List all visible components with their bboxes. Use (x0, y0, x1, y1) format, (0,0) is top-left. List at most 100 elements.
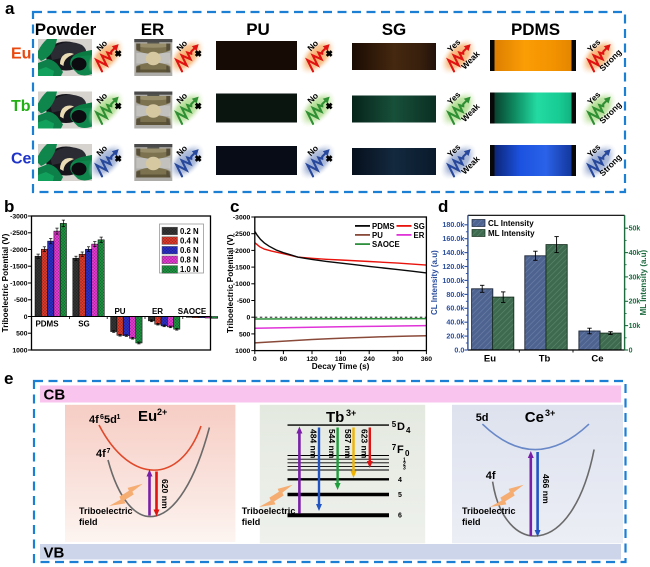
svg-text:field: field (79, 517, 98, 527)
svg-text:466 nm: 466 nm (541, 474, 551, 504)
svg-text:20.0k: 20.0k (446, 331, 464, 340)
svg-text:5: 5 (392, 420, 397, 429)
svg-text:-500: -500 (237, 298, 251, 305)
svg-text:Ce: Ce (525, 409, 544, 426)
svg-text:Triboelectric Potential (V): Triboelectric Potential (V) (1, 233, 10, 332)
svg-text:2: 2 (403, 462, 406, 468)
svg-text:e: e (4, 369, 13, 388)
svg-text:b: b (4, 197, 14, 216)
svg-text:Powder: Powder (35, 20, 97, 39)
svg-text:7: 7 (392, 443, 397, 452)
svg-text:40k: 40k (629, 250, 641, 257)
svg-text:3+: 3+ (545, 408, 555, 418)
svg-text:SG: SG (382, 20, 407, 39)
svg-text:0.0: 0.0 (454, 345, 464, 354)
svg-text:0.6 N: 0.6 N (180, 246, 199, 255)
svg-text:180.0k: 180.0k (442, 220, 464, 229)
svg-text:Decay Time (s): Decay Time (s) (312, 362, 370, 371)
svg-text:-2000: -2000 (10, 247, 28, 254)
svg-text:6: 6 (398, 513, 402, 520)
svg-text:Tb: Tb (539, 354, 551, 365)
svg-text:60: 60 (280, 356, 288, 363)
svg-text:-2500: -2500 (10, 230, 28, 237)
svg-text:Triboelectric: Triboelectric (462, 506, 516, 516)
svg-text:ER: ER (414, 231, 425, 240)
svg-text:-1500: -1500 (10, 264, 28, 271)
svg-text:360: 360 (421, 356, 433, 363)
svg-text:ER: ER (141, 20, 165, 39)
svg-text:Triboelectric: Triboelectric (79, 506, 133, 516)
svg-text:20k: 20k (629, 299, 641, 306)
svg-text:ER: ER (152, 307, 163, 316)
svg-text:ML Intensity: ML Intensity (488, 229, 535, 238)
svg-text:0.8 N: 0.8 N (180, 256, 199, 265)
svg-text:Eu: Eu (11, 46, 31, 63)
svg-text:100.0k: 100.0k (442, 276, 464, 285)
svg-text:620 nm: 620 nm (160, 479, 170, 509)
svg-text:Tb: Tb (326, 409, 344, 426)
svg-text:2+: 2+ (157, 407, 167, 417)
svg-text:PU: PU (372, 231, 383, 240)
svg-text:120: 120 (306, 356, 318, 363)
svg-text:Triboelectric: Triboelectric (242, 506, 296, 516)
svg-text:a: a (5, 0, 15, 18)
svg-text:500: 500 (239, 331, 251, 338)
svg-text:4f: 4f (96, 448, 106, 460)
svg-text:10k: 10k (629, 323, 641, 330)
svg-text:0: 0 (24, 314, 28, 321)
svg-text:623 nm: 623 nm (359, 429, 369, 459)
svg-text:7: 7 (107, 448, 111, 455)
svg-text:0: 0 (629, 347, 633, 354)
svg-text:-500: -500 (14, 297, 28, 304)
svg-text:500: 500 (16, 331, 28, 338)
svg-text:-2000: -2000 (233, 248, 251, 255)
svg-text:80.0k: 80.0k (446, 290, 464, 299)
svg-text:SAOCE: SAOCE (178, 307, 207, 316)
svg-text:D: D (397, 421, 405, 433)
svg-text:-1500: -1500 (233, 265, 251, 272)
svg-text:0: 0 (247, 315, 251, 322)
svg-text:Ce: Ce (11, 151, 32, 168)
svg-text:4f: 4f (89, 414, 99, 426)
svg-text:CL Intensity: CL Intensity (488, 219, 534, 228)
svg-text:Ce: Ce (591, 354, 603, 365)
svg-text:Eu: Eu (138, 408, 157, 425)
svg-text:PU: PU (114, 307, 125, 316)
svg-text:3: 3 (403, 466, 406, 472)
svg-text:Triboelectric Potential (V): Triboelectric Potential (V) (226, 234, 235, 333)
svg-text:140.0k: 140.0k (442, 248, 464, 257)
svg-text:0.2 N: 0.2 N (180, 227, 199, 236)
svg-text:-3000: -3000 (233, 214, 251, 221)
svg-text:Tb: Tb (11, 98, 31, 115)
svg-text:60.0k: 60.0k (446, 304, 464, 313)
svg-text:CL Intensity (a.u): CL Intensity (a.u) (430, 250, 439, 315)
svg-text:-1000: -1000 (10, 280, 28, 287)
svg-text:6: 6 (100, 414, 104, 421)
svg-text:5d: 5d (104, 414, 117, 426)
svg-text:-3000: -3000 (10, 213, 28, 220)
svg-text:587 nm: 587 nm (343, 429, 353, 459)
svg-text:180: 180 (335, 356, 347, 363)
svg-text:Eu: Eu (484, 354, 496, 365)
svg-text:field: field (462, 517, 481, 527)
svg-text:484 nm: 484 nm (309, 429, 319, 459)
svg-text:PDMS: PDMS (35, 320, 59, 329)
svg-text:CB: CB (44, 387, 66, 404)
svg-text:1000: 1000 (235, 348, 250, 355)
svg-text:ML Intensity (a.u): ML Intensity (a.u) (639, 249, 648, 315)
svg-text:PDMS: PDMS (511, 20, 560, 39)
svg-text:1.0 N: 1.0 N (180, 265, 199, 274)
svg-text:50k: 50k (629, 226, 641, 233)
svg-text:5: 5 (398, 492, 402, 499)
svg-text:300: 300 (392, 356, 404, 363)
svg-text:SAOCE: SAOCE (372, 240, 400, 249)
svg-text:-1000: -1000 (233, 281, 251, 288)
svg-text:SG: SG (78, 320, 90, 329)
svg-text:0: 0 (405, 449, 410, 458)
svg-text:VB: VB (44, 545, 65, 562)
svg-text:-2500: -2500 (233, 231, 251, 238)
svg-text:F: F (397, 444, 404, 456)
svg-text:field: field (242, 517, 261, 527)
svg-text:1: 1 (403, 458, 406, 464)
svg-text:PDMS: PDMS (372, 222, 395, 231)
